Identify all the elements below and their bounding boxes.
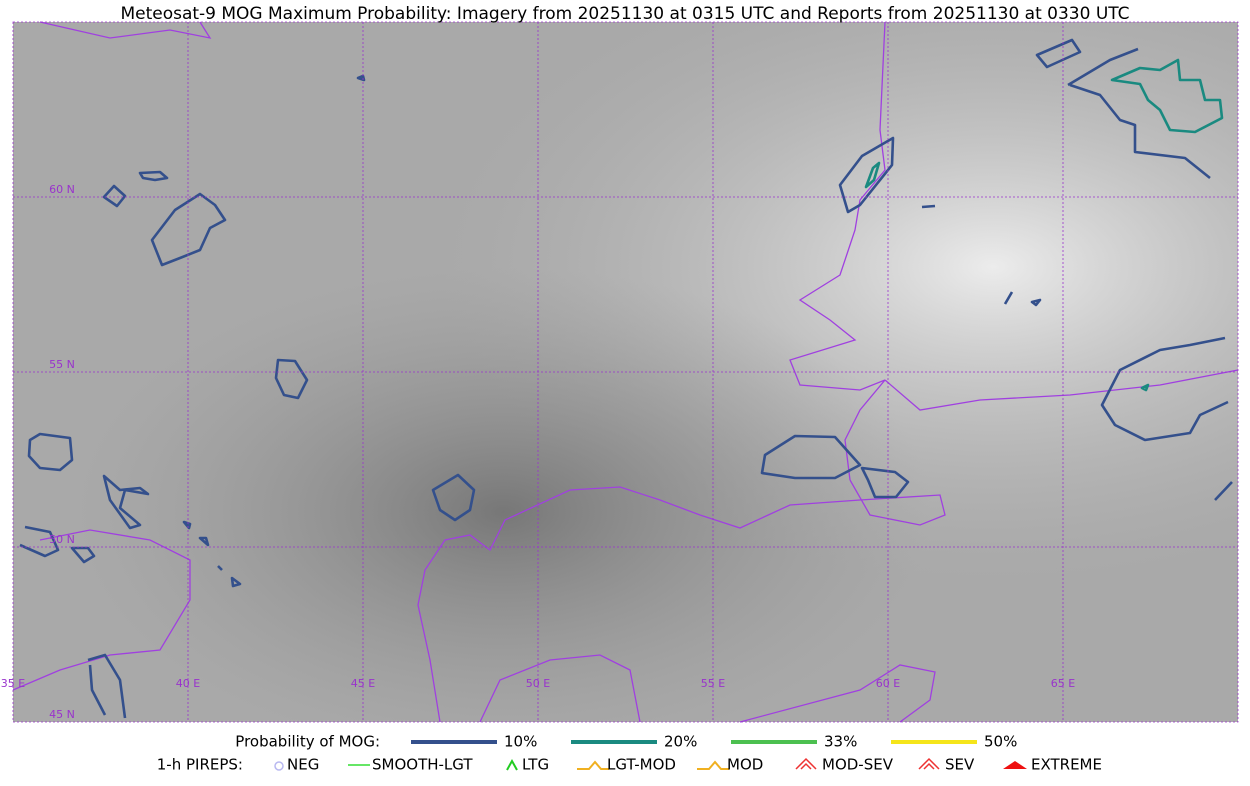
lat-label: 55 N (49, 358, 75, 371)
contours (19, 38, 1233, 719)
contour-10 (182, 74, 1233, 588)
lat-label: 50 N (49, 533, 75, 546)
contour-10 (138, 170, 169, 182)
pirep-label: LGT-MOD (607, 756, 676, 774)
pirep-icon (697, 760, 729, 770)
lon-label: 50 E (526, 677, 550, 690)
lon-label: 65 E (1051, 677, 1075, 690)
legend-label: 20% (664, 733, 697, 751)
contour-20 (864, 161, 1150, 392)
pirep-legend-label: 1-h PIREPS: (157, 756, 243, 774)
map-frame (12, 21, 1239, 723)
coastline (12, 529, 191, 691)
coastline (39, 21, 212, 39)
contour-10 (1067, 47, 1211, 180)
pirep-label: SEV (945, 756, 975, 774)
contour-20 (1110, 58, 1224, 134)
legend: Probability of MOG: 10% 20% 33% 50% 1-h PIREP… (157, 733, 1102, 774)
contour-10 (1035, 38, 1082, 69)
contour-10 (19, 525, 60, 558)
coastline (479, 654, 641, 723)
contour-10 (27, 432, 74, 472)
contour-10 (70, 546, 96, 564)
pirep-icon (1003, 761, 1027, 769)
pirep-label: MOD (727, 756, 763, 774)
contour-10 (431, 473, 476, 522)
lat-label: 60 N (49, 183, 75, 196)
legend-label: 10% (504, 733, 537, 751)
contour-10 (860, 466, 910, 499)
contour-10 (1100, 336, 1229, 442)
title: Meteosat-9 MOG Maximum Probability: Imag… (120, 4, 1129, 24)
lon-label: 45 E (351, 677, 375, 690)
lon-label: 55 E (701, 677, 725, 690)
pirep-icon (577, 760, 609, 770)
pirep-icon (274, 761, 284, 771)
mog-legend-label: Probability of MOG: (235, 733, 380, 751)
contour-10 (87, 653, 127, 719)
contour-10 (150, 192, 227, 267)
legend-label: 50% (984, 733, 1017, 751)
pirep-label: NEG (287, 756, 319, 774)
pirep-label: EXTREME (1031, 756, 1102, 774)
lon-label: 40 E (176, 677, 200, 690)
coastline (417, 479, 946, 723)
pirep-label: MOD-SEV (822, 756, 894, 774)
coastline (789, 21, 886, 481)
coastline (739, 664, 936, 723)
contour-10 (102, 184, 127, 208)
pirep-icon (506, 758, 518, 771)
lon-label: 60 E (876, 677, 900, 690)
pirep-icon (918, 757, 940, 770)
lat-label: 45 N (49, 708, 75, 721)
contour-10 (760, 434, 862, 480)
pirep-icon (795, 757, 817, 770)
pirep-label: SMOOTH-LGT (372, 756, 473, 774)
contour-10 (102, 474, 150, 530)
graticule: 60 N55 N50 N45 N35 E 40 E 45 E 50 E 55 E 60 E… (1, 21, 1239, 723)
contour-10 (838, 136, 895, 214)
pirep-label: LTG (522, 756, 549, 774)
coastline (884, 369, 1239, 411)
legend-label: 33% (824, 733, 857, 751)
contour-10 (274, 358, 309, 400)
